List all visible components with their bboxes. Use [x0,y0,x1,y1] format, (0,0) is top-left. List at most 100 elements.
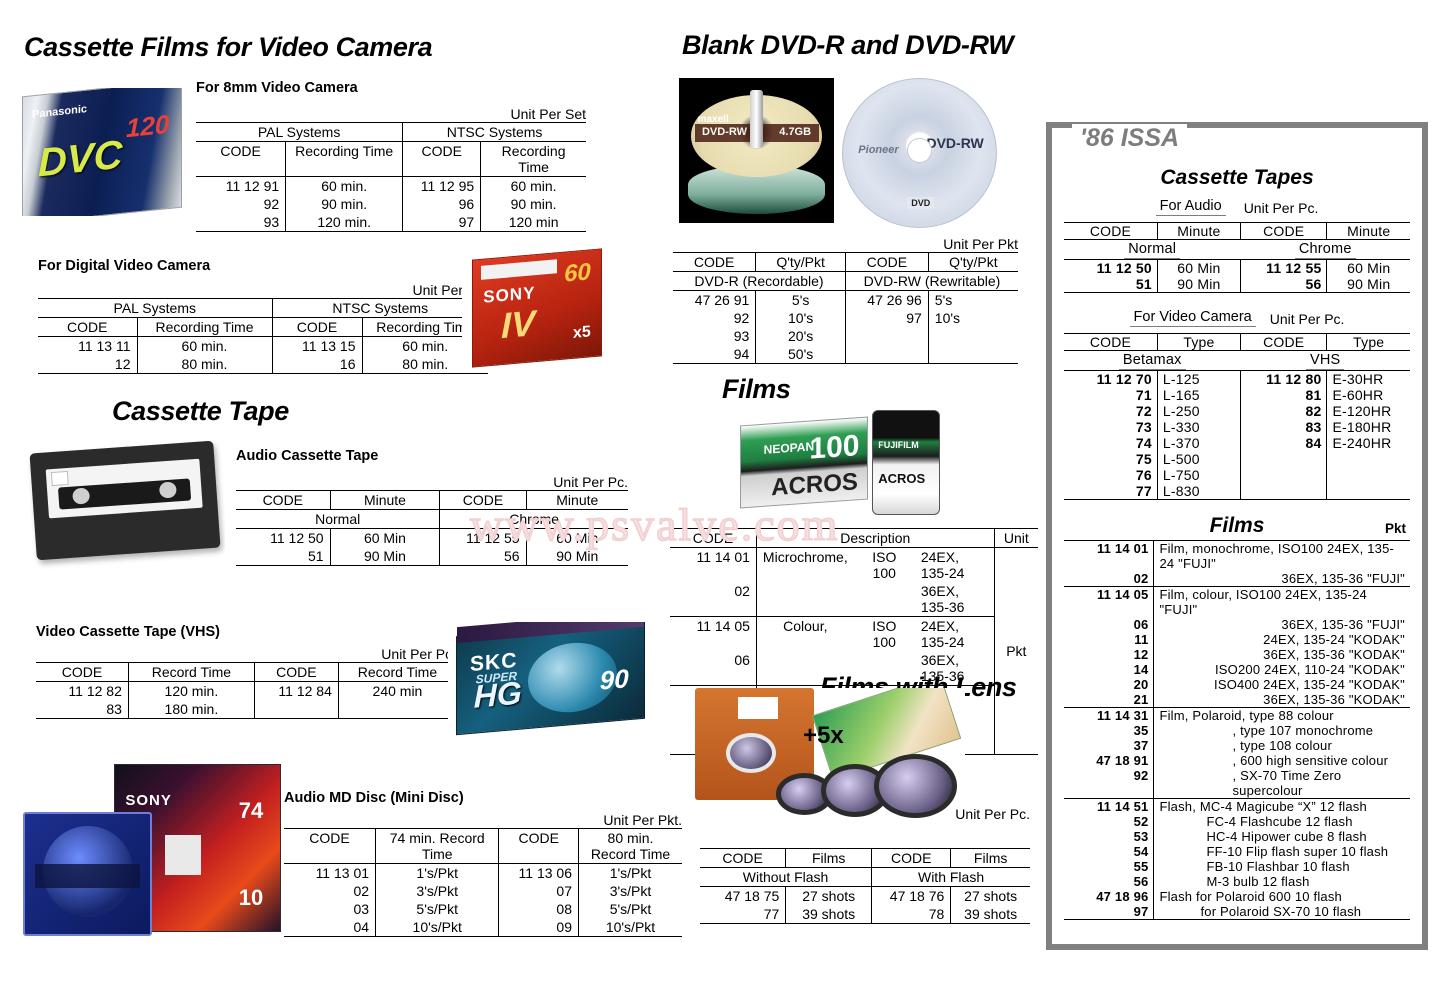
cell-code: 92 [196,195,287,213]
table-row: 92 10's 97 10's [673,309,1018,327]
rp-audio-caption: For Audio [1155,198,1226,216]
table-row: 77 L-830 [1064,483,1410,500]
table-audio-cassette-tape: Audio Cassette Tape Unit Per Pc. CODE Mi… [236,448,628,566]
cell-time: 80 min. [137,355,273,374]
cell-code: 11 12 84 [254,681,339,700]
rp-video-col-type-1: Type [1157,333,1241,351]
table-row: 11 12 50 60 Min 11 12 55 60 Min [236,528,628,547]
cell-code: 02 [670,582,757,617]
table-row: 02 36EX, 135-36 "FUJI" [1064,571,1410,587]
table-audio-group-normal: Normal [236,509,441,529]
table-row: 11 14 51 Flash, MC-4 Magicube “X” 12 flas… [1064,798,1410,814]
cell-code: 97 [1064,904,1155,920]
audio-cassette-image [25,432,225,580]
table-md-caption: Audio MD Disc (Mini Disc) [284,790,464,806]
table-row: 11 12 91 60 min. 11 12 95 60 min. [196,176,586,195]
cell-qty: 5's/Pkt [375,900,500,918]
table-row: 11 13 01 1's/Pkt 11 13 06 1's/Pkt [284,863,682,882]
cell-code: 84 [1240,435,1328,451]
rp-audio-col-code-2: CODE [1240,222,1328,240]
table-dv-col-time-1: Recording Time [137,317,273,337]
table-8mm-video-camera: For 8mm Video Camera Unit Per Set PAL Sy… [196,80,586,232]
cell-code: 11 14 51 [1064,798,1155,814]
cell-unit: Pkt [1006,643,1027,659]
sony-length-text: 60 [564,258,591,289]
table-dv: PAL Systems NTSC Systems CODE Recording … [38,298,488,374]
table-row: 12 80 min. 16 80 min. [38,355,488,374]
table-row: 02 36EX, 135-36 [670,582,1038,617]
table-row: 11 14 01 Film, monochrome, ISO100 24EX, 1… [1064,540,1410,571]
cell-code: 74 [1064,435,1158,451]
table-8mm-group-ntsc: NTSC Systems [446,124,543,140]
table-row: 93 120 min. 97 120 min [196,213,586,232]
rp-films-unit: Pkt [1384,521,1406,536]
table-row: 97 for Polaroid SX-70 10 flash [1064,904,1410,920]
cell-code: 11 13 11 [38,336,138,355]
cell-code: 04 [284,918,377,937]
table-row: 92 90 min. 96 90 min. [196,195,586,213]
cell-minute: 60 Min [330,528,441,547]
cell-code: 03 [284,900,377,918]
cell-desc-format: 36EX, 135-36 [914,651,995,686]
cell-type: E-180HR [1332,419,1392,435]
section-title-films: Films [722,374,791,404]
cell-code: 76 [1064,467,1158,483]
table-dv-unit: Unit Per Set [412,282,488,298]
cell-qty: 5's/Pkt [609,901,652,917]
table-audio-unit: Unit Per Pc. [553,474,628,490]
cell-code: 11 12 82 [36,681,129,700]
cell-code: 11 12 50 [1064,259,1158,276]
table-row: 06 36EX, 135-36 "FUJI" [1064,617,1410,632]
table-8mm: PAL Systems NTSC Systems CODE Recording … [196,122,586,232]
cell-code: 75 [1064,451,1158,467]
table-row: 12 36EX, 135-36 "KODAK" [1064,647,1410,662]
table-dvd-col-code-2: CODE [845,252,929,272]
cell-desc: 36EX, 135-36 "KODAK" [1263,692,1405,707]
rp-title-films: Films [1209,514,1265,537]
md-brand-text: SONY [125,791,172,809]
dvc-length-text: 120 [125,108,170,144]
cell-time: 120 min. [128,681,255,700]
table-films-with-lens: Unit Per Pc. CODE Films CODE Films Witho… [700,806,1030,924]
cell-empty [1327,467,1410,483]
table-8mm-col-code-2: CODE [402,141,482,177]
cell-code: 73 [1064,419,1158,435]
table-films-col-desc: Description [756,528,995,548]
table-films-col-unit: Unit [1003,530,1029,546]
cell-code: 11 14 31 [1064,707,1155,723]
cell-code: 53 [1064,829,1155,844]
sony-pack-text: x5 [572,323,591,343]
cell-code: 94 [673,345,757,364]
table-row: 20 ISO400 24EX, 135-24 "KODAK" [1064,677,1410,692]
cell-desc: 36EX, 135-36 "KODAK" [1263,647,1405,662]
dvc-product-text: DVC [38,132,123,186]
cell-code: 56 [1064,874,1155,889]
cell-code: 14 [1064,662,1155,677]
table-lens-col-code-1: CODE [700,848,787,868]
table-row: 11 14 05 Colour, ISO 100 24EX, 135-24 [670,616,1038,651]
table-dv-caption: For Digital Video Camera [38,258,211,274]
fujifilm-neopan-acros-image: NEOPAN 100 ACROS FUJIFILM ACROS [740,405,940,520]
table-vhs-col-time-2: Record Time [357,664,438,680]
table-8mm-caption: For 8mm Video Camera [196,80,358,96]
cell-code: 83 [36,700,129,719]
cell-code: 11 13 15 [272,336,363,355]
cell-empty [1240,467,1328,483]
table-row: 11 12 50 60 Min 11 12 55 60 Min [1064,259,1410,276]
table-audio-caption: Audio Cassette Tape [236,448,379,464]
table-8mm-unit: Unit Per Set [510,106,586,122]
page-title-cassette-films: Cassette Films for Video Camera [24,32,433,62]
pioneer-brand-text: Pioneer [858,144,899,157]
cell-code: 11 13 06 [498,863,579,882]
cell-time: 120 min. [285,213,404,232]
cell-qty: 10's/Pkt [605,919,656,935]
table-row: 51 90 Min 56 90 Min [1064,276,1410,293]
table-vhs-col-code-2: CODE [254,662,339,682]
table-row: 47 26 91 5's 47 26 96 5's [673,290,1018,309]
cell-desc-format: 24EX, 135-24 [914,547,995,582]
table-8mm-col-code-1: CODE [196,141,287,177]
cell-minute: 90 Min [1157,276,1241,293]
table-row: 94 50's [673,345,1018,364]
cell-minute: 90 Min [1347,276,1391,292]
table-dvd-group-rw: DVD-RW (Rewritable) [863,273,1001,289]
